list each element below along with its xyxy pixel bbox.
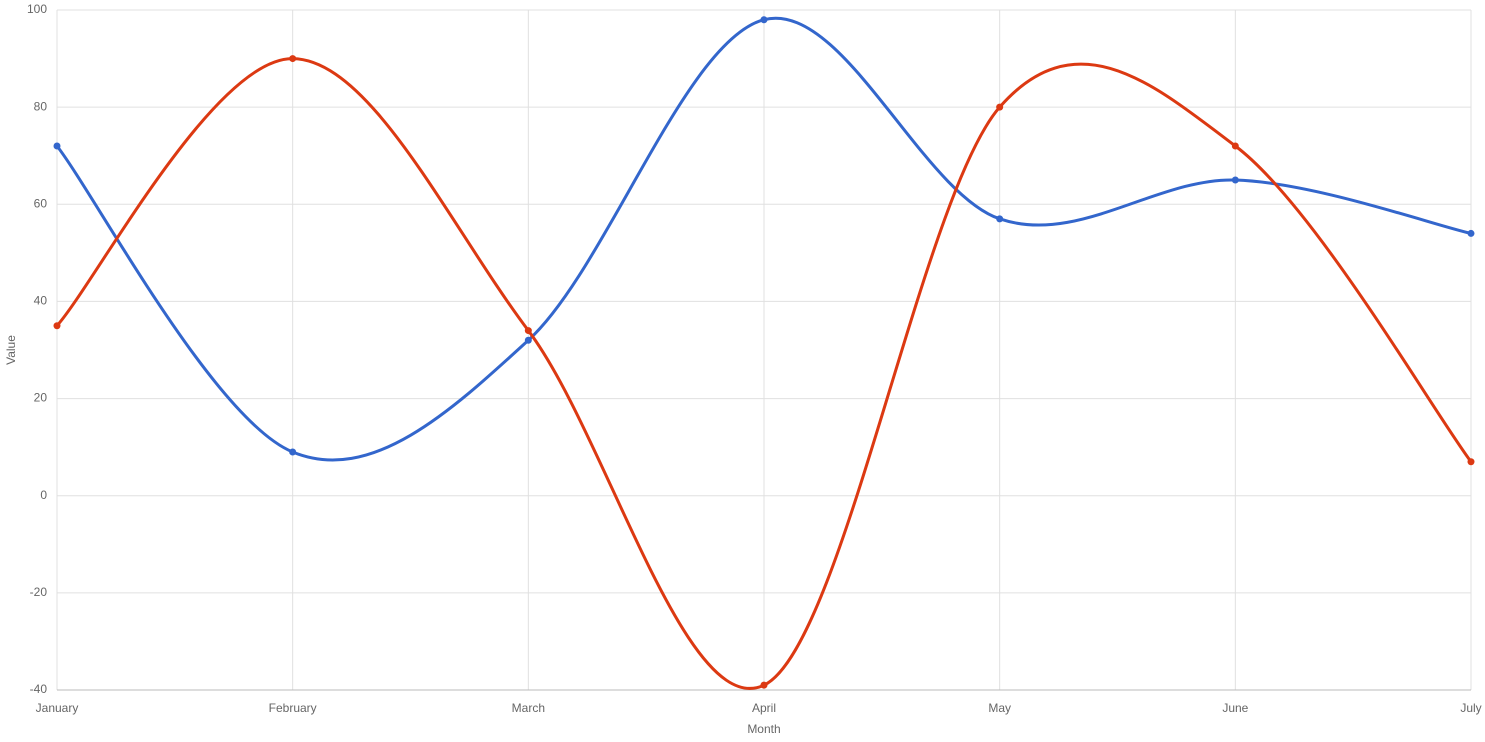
x-tick-label: April <box>752 701 776 715</box>
data-point <box>289 55 297 63</box>
y-axis-label: Value <box>4 335 18 365</box>
y-tick-label: 80 <box>34 99 48 113</box>
data-point <box>53 142 61 150</box>
y-tick-label: 60 <box>34 196 48 210</box>
x-tick-label: May <box>988 701 1011 715</box>
data-point <box>1467 229 1475 237</box>
data-point <box>524 327 532 335</box>
data-point <box>289 448 297 456</box>
data-point <box>53 322 61 330</box>
series-line <box>55 16 1472 462</box>
y-tick-label: 20 <box>34 391 48 405</box>
data-point <box>1231 142 1239 150</box>
x-tick-label: July <box>1460 701 1481 715</box>
y-tick-label: 0 <box>40 488 47 502</box>
x-tick-label: March <box>512 701 545 715</box>
data-point <box>996 215 1004 223</box>
data-point <box>1467 458 1475 466</box>
x-tick-label: January <box>36 701 79 715</box>
x-tick-label: June <box>1222 701 1248 715</box>
y-tick-label: -40 <box>30 682 48 696</box>
x-axis-label: Month <box>747 722 780 736</box>
data-point <box>996 103 1004 111</box>
y-tick-label: -20 <box>30 585 48 599</box>
y-tick-label: 100 <box>27 2 47 16</box>
data-point <box>760 16 768 24</box>
x-tick-label: February <box>269 701 317 715</box>
data-point <box>760 681 768 689</box>
data-point <box>524 336 532 344</box>
data-point <box>1231 176 1239 184</box>
y-tick-label: 40 <box>34 294 48 308</box>
